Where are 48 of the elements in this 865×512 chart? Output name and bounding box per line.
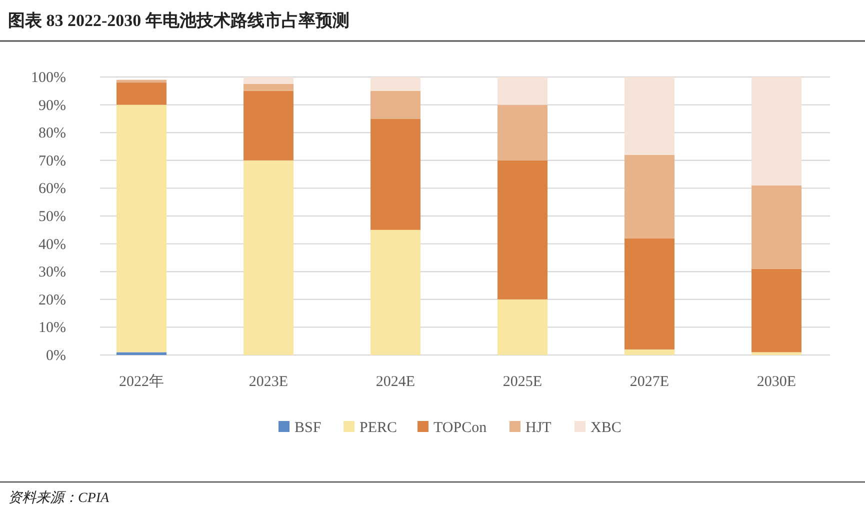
chart-title: 图表 83 2022-2030 年电池技术路线市占率预测 [8, 11, 350, 30]
y-tick-label: 20% [38, 292, 66, 308]
legend-label: BSF [294, 420, 322, 436]
legend-label: XBC [590, 420, 622, 436]
bar [752, 352, 802, 355]
bar [370, 90, 420, 119]
bar [498, 299, 548, 355]
bar [498, 104, 548, 160]
bar [498, 160, 548, 300]
bar [624, 77, 674, 155]
bar [244, 84, 294, 91]
bar [370, 118, 420, 230]
x-tick-label: 2027E [630, 374, 670, 390]
bar [116, 352, 166, 355]
y-tick-label: 60% [38, 181, 66, 198]
bar [752, 77, 802, 186]
bar [244, 90, 294, 160]
legend-label: HJT [526, 420, 552, 436]
y-tick-label: 50% [38, 209, 66, 225]
bar [370, 230, 420, 355]
y-tick-label: 100% [31, 70, 66, 86]
bar [116, 80, 166, 83]
y-tick-label: 70% [38, 153, 66, 170]
y-tick-label: 80% [38, 126, 66, 142]
x-tick-label: 2023E [248, 374, 288, 390]
bar [752, 268, 802, 352]
x-tick-label: 2030E [756, 374, 796, 390]
bar [624, 154, 674, 238]
bar [244, 160, 294, 355]
y-tick-label: 30% [38, 264, 66, 281]
bar [498, 77, 548, 105]
bar [624, 349, 674, 355]
x-tick-label: 2022年 [119, 373, 164, 390]
bar [116, 104, 166, 352]
bar [116, 82, 166, 105]
bar [244, 77, 294, 84]
bar [370, 77, 420, 91]
legend-label: TOPCon [434, 420, 488, 436]
y-tick-label: 40% [38, 236, 66, 253]
bar [752, 185, 802, 269]
bar [624, 238, 674, 350]
y-tick-label: 0% [46, 348, 66, 364]
x-tick-label: 2024E [376, 374, 416, 390]
x-tick-label: 2025E [502, 374, 542, 390]
text: 资料来源：CPIA [8, 490, 110, 506]
y-tick-label: 10% [38, 320, 66, 336]
legend-label: PERC [360, 420, 398, 436]
y-tick-label: 90% [38, 98, 66, 114]
